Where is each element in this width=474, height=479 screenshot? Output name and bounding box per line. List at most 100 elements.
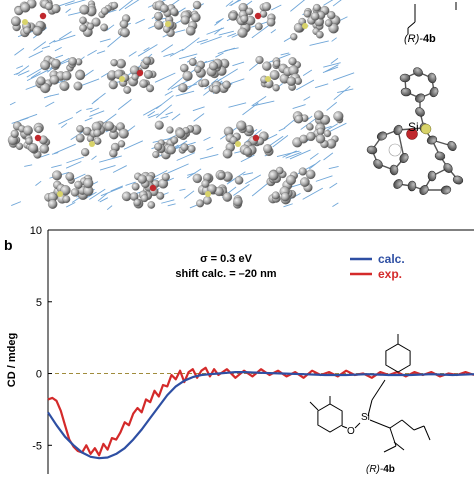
wire-bond (106, 24, 115, 31)
compound-label-prefix: (R)- (404, 33, 423, 45)
wire-bond (280, 52, 290, 56)
structure-bond (341, 425, 348, 429)
legend-label: calc. (378, 252, 405, 266)
wire-bond (225, 0, 234, 7)
atom-sphere (160, 4, 169, 13)
atom-sphere (154, 20, 164, 30)
atom-sphere (68, 57, 77, 66)
wire-bond (125, 181, 136, 186)
atom-sphere (44, 2, 53, 11)
atom-sphere (65, 172, 75, 181)
atom-sphere (180, 143, 189, 152)
wire-bond (16, 65, 24, 69)
atom-sphere (324, 19, 333, 27)
structure-bond (354, 422, 361, 429)
atom-sphere (313, 3, 321, 12)
atom-sphere (130, 192, 139, 201)
structure-bond (423, 425, 431, 441)
silicon-sphere (22, 19, 28, 25)
wire-bond (285, 151, 302, 159)
wire-bond (302, 69, 313, 76)
wire-bond (143, 104, 162, 116)
ortep-atom (415, 107, 425, 117)
wire-bond (147, 110, 156, 117)
wire-bond (17, 70, 30, 76)
wire-bond (245, 174, 262, 185)
oxygen-sphere (136, 69, 144, 77)
wire-bond (200, 36, 222, 45)
structure-ring-benzyl (385, 343, 411, 373)
legend: calc.exp. (350, 252, 405, 281)
atom-sphere (201, 179, 210, 188)
wire-bond (327, 123, 338, 131)
ortep-atom (427, 72, 437, 84)
wire-bond (226, 178, 235, 185)
atom-sphere (61, 71, 72, 81)
atom-sphere (23, 26, 31, 35)
wire-bond (65, 8, 71, 14)
wire-bond (80, 78, 100, 87)
wire-bond (55, 54, 64, 59)
atom-sphere (236, 120, 247, 131)
legend-label: exp. (378, 267, 402, 281)
atom-sphere (294, 114, 304, 124)
wire-bond (251, 95, 267, 107)
wire-bond (329, 182, 338, 189)
ortep-atom (400, 87, 412, 97)
atom-sphere (142, 56, 152, 66)
wire-bond (112, 165, 127, 173)
si-atom-label: Si (408, 120, 419, 134)
atom-sphere (100, 23, 109, 32)
compound-label-id: 4b (423, 33, 436, 45)
atom-sphere (32, 26, 43, 36)
atom-sphere (313, 110, 324, 121)
ortep-atom (427, 170, 437, 182)
structure-o-label: O (347, 426, 355, 437)
wire-bond (328, 165, 339, 170)
atom-sphere (170, 7, 179, 16)
structure-bond (413, 425, 425, 431)
wire-bond (203, 136, 211, 141)
oxygen-sphere (34, 134, 42, 142)
y-tick-label: -5 (32, 440, 42, 452)
wire-bond (51, 164, 62, 169)
atom-sphere (120, 27, 130, 38)
atom-sphere (290, 33, 298, 41)
wire-bond (211, 78, 219, 85)
atom-sphere (245, 7, 254, 16)
atom-sphere (228, 11, 238, 21)
wire-bond (86, 107, 93, 110)
wire-bond (251, 25, 269, 39)
atom-sphere (20, 2, 31, 13)
wire-bond (176, 152, 196, 161)
atom-sphere (288, 57, 297, 66)
atom-sphere (121, 191, 132, 202)
wire-bond (323, 62, 341, 68)
wire-bond (39, 153, 50, 158)
atom-sphere (234, 176, 244, 185)
atom-sphere (229, 136, 238, 145)
wire-bond (199, 154, 219, 160)
wire-bond (290, 0, 306, 12)
wire-bond (155, 104, 173, 118)
atom-sphere (194, 65, 202, 74)
atom-sphere (81, 148, 90, 157)
silicon-sphere (165, 21, 171, 27)
wire-bond (161, 199, 175, 204)
atom-sphere (305, 169, 316, 180)
atom-sphere (93, 137, 102, 145)
wire-bond (309, 152, 319, 160)
wire-bond (96, 50, 106, 54)
atom-sphere (161, 172, 170, 182)
atom-sphere (273, 60, 281, 68)
wire-bond (171, 113, 181, 121)
wire-bond (84, 117, 93, 122)
wire-bond (48, 39, 56, 45)
atom-sphere (123, 86, 132, 94)
wire-bond (309, 40, 329, 46)
wire-bond (45, 101, 55, 108)
atom-sphere (59, 81, 70, 92)
atom-sphere (10, 16, 21, 27)
annotation-shift: shift calc. = –20 nm (175, 268, 276, 280)
oxygen-sphere (39, 12, 47, 20)
